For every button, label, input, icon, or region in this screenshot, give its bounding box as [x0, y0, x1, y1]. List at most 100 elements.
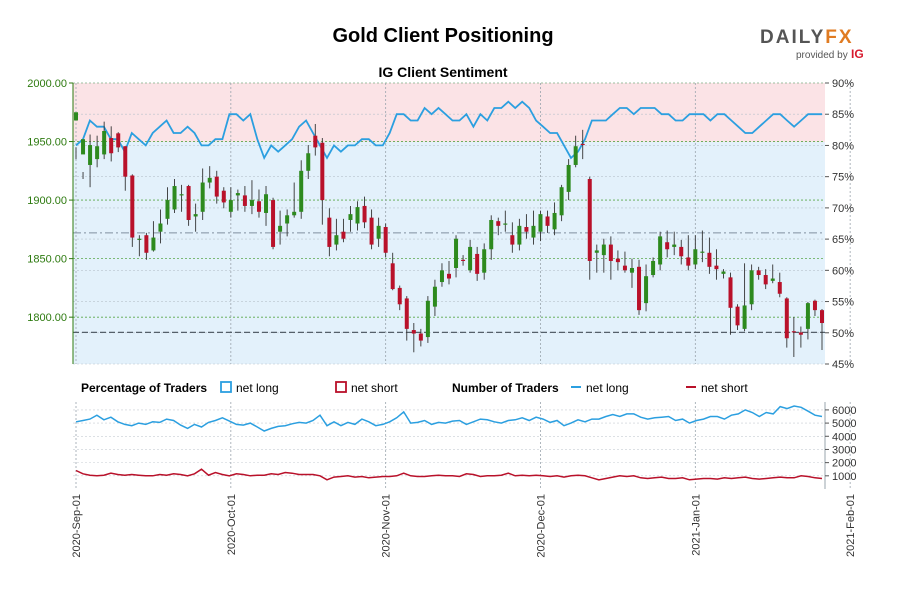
candle-body	[820, 310, 824, 324]
candle-body	[179, 194, 184, 196]
traders-series	[75, 405, 823, 481]
candle-body	[439, 270, 444, 283]
candle-body	[116, 133, 121, 148]
candle	[172, 179, 177, 213]
candle	[390, 252, 395, 291]
traders-tick-label: 5000	[832, 418, 856, 430]
candle-body	[798, 332, 803, 335]
right-tick-label: 60%	[832, 265, 854, 277]
candle	[496, 217, 501, 236]
candle	[179, 184, 184, 212]
candle	[658, 231, 663, 271]
candle	[376, 217, 381, 247]
x-axis-labels: 2020-Sep-01 2020-Oct-01 2020-Nov-01 2020-De…	[71, 494, 857, 558]
candle	[587, 176, 592, 280]
candle	[735, 304, 740, 331]
candle	[327, 208, 332, 257]
candle	[200, 168, 205, 220]
candle	[601, 238, 606, 273]
candle	[524, 214, 529, 239]
candle-body	[137, 238, 142, 240]
right-axis-ticks: 45% 50% 55% 60% 65% 70% 75% 80% 85% 90%	[825, 78, 854, 371]
candle	[432, 279, 437, 316]
right-tick-label: 45%	[832, 359, 854, 371]
candle-body	[200, 182, 205, 212]
pct-net-long-series	[75, 100, 822, 161]
candle-body	[447, 273, 451, 279]
candle	[615, 250, 620, 271]
candle	[622, 251, 627, 273]
candle	[228, 187, 233, 218]
legend-num-title: Number of Traders	[452, 381, 559, 395]
candle	[285, 209, 290, 237]
candle-body	[475, 253, 480, 274]
candle-body	[95, 146, 100, 160]
x-axis-label: 2020-Dec-01	[535, 494, 547, 558]
candle	[165, 187, 170, 225]
candle	[742, 263, 747, 332]
left-axis-ticks: 1800.00 1850.00 1900.00 1950.00 2000.00	[27, 78, 73, 324]
candle	[256, 189, 261, 218]
candle-body	[728, 277, 733, 308]
candle-body	[327, 217, 332, 247]
candle-body	[615, 258, 620, 263]
candle-body	[608, 244, 613, 261]
candle	[559, 184, 564, 222]
candle	[721, 269, 726, 279]
candle-body	[130, 175, 135, 238]
candle	[348, 205, 353, 232]
candle-body	[362, 205, 367, 223]
candle	[447, 260, 451, 285]
pct-net-long-line	[75, 100, 822, 161]
candle-body	[165, 200, 170, 219]
candle	[271, 197, 276, 250]
x-axis-label: 2021-Feb-01	[845, 494, 857, 557]
candle-body	[341, 231, 346, 239]
candle-body	[221, 190, 226, 203]
right-tick-label: 50%	[832, 328, 854, 340]
legend-pct-title: Percentage of Traders	[81, 381, 207, 395]
candle	[608, 236, 613, 280]
candle-body	[763, 275, 768, 285]
panel-subtitle: IG Client Sentiment	[378, 64, 507, 80]
candle-body	[214, 176, 219, 197]
candle-body	[538, 214, 543, 232]
candle-body	[299, 170, 304, 212]
candle	[88, 134, 93, 188]
candle	[545, 210, 550, 233]
candle-body	[207, 177, 212, 183]
right-tick-label: 85%	[832, 109, 854, 121]
candle-body	[320, 142, 325, 201]
candle-body	[693, 249, 698, 265]
candle-body	[285, 215, 290, 224]
candle	[404, 296, 409, 341]
traders-tick-label: 3000	[832, 444, 856, 456]
candle-body	[510, 235, 515, 245]
left-tick-label: 1800.00	[27, 312, 67, 324]
candle	[812, 299, 817, 316]
x-axis-label: 2020-Oct-01	[226, 494, 238, 555]
candle	[235, 189, 240, 211]
candle	[81, 139, 86, 180]
candle-body	[454, 238, 459, 268]
candle-body	[242, 195, 247, 206]
dailyfx-logo: DAILYFX provided by IG	[760, 27, 864, 61]
candle	[531, 210, 536, 245]
candle	[679, 239, 684, 265]
candle	[418, 328, 423, 347]
traders-tick-label: 2000	[832, 458, 856, 470]
candle	[665, 230, 670, 258]
traders-tick-label: 4000	[832, 431, 856, 443]
candle-body	[355, 207, 360, 224]
candle	[538, 210, 543, 242]
candle-body	[228, 200, 233, 212]
x-axis-label: 2020-Nov-01	[381, 494, 393, 558]
candle-body	[756, 270, 761, 276]
bearish-sentiment-band	[73, 142, 825, 364]
candle-body	[559, 187, 564, 216]
candle-body	[390, 263, 395, 290]
candle-body	[812, 300, 817, 311]
right-tick-label: 70%	[832, 203, 854, 215]
candle	[109, 126, 114, 162]
